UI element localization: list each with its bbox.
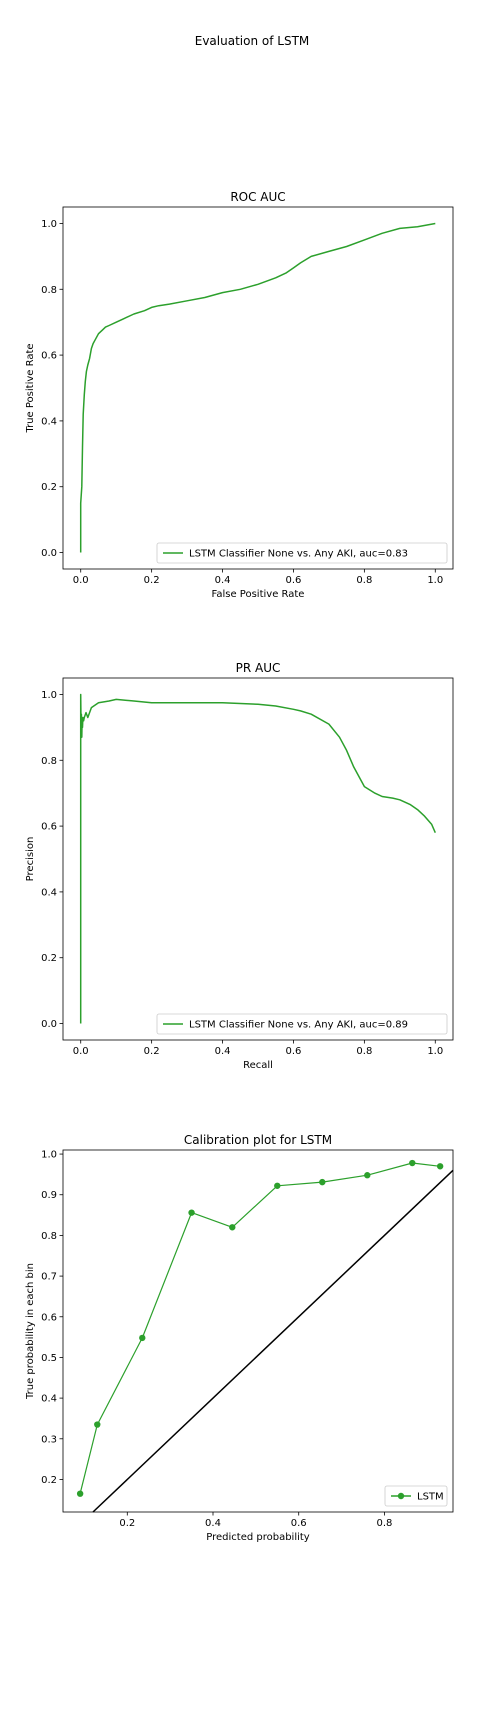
y-tick-label: 0.2 [41, 953, 57, 964]
x-tick-label: 0.6 [286, 1046, 302, 1057]
x-tick-label: 0.8 [356, 575, 372, 586]
y-tick-label: 0.9 [41, 1190, 57, 1201]
legend: LSTM Classifier None vs. Any AKI, auc=0.… [156, 1013, 448, 1035]
y-axis-label: True probability in each bin [25, 1263, 36, 1400]
x-tick-label: 1.0 [427, 1046, 443, 1057]
legend-marker [397, 1492, 405, 1500]
y-tick-label: 0.8 [41, 1231, 57, 1242]
y-tick-label: 0.4 [41, 887, 57, 898]
y-tick-label: 0.3 [41, 1434, 57, 1445]
legend: LSTM [384, 1485, 448, 1507]
calibration-plot: Calibration plot for LSTM 0.2 0.4 0.6 0.8 0.2… [25, 1133, 454, 1543]
legend-label: LSTM Classifier None vs. Any AKI, auc=0.… [189, 549, 408, 560]
data-point [94, 1421, 101, 1428]
diagonal-line [92, 1169, 454, 1513]
y-tick-label: 0.0 [41, 1019, 57, 1030]
y-tick-label: 0.5 [41, 1353, 57, 1364]
y-tick-label: 0.8 [41, 756, 57, 767]
x-tick-label: 0.8 [356, 1046, 372, 1057]
data-point [188, 1209, 195, 1216]
legend-label: LSTM Classifier None vs. Any AKI, auc=0.… [189, 1020, 408, 1031]
legend-box [156, 1013, 448, 1035]
x-tick-label: 0.0 [73, 575, 89, 586]
data-point [409, 1159, 416, 1167]
y-tick-label: 0.7 [41, 1272, 57, 1283]
data-point [364, 1172, 371, 1179]
x-tick-label: 0.6 [291, 1518, 307, 1529]
x-tick-label: 0.4 [215, 575, 231, 586]
y-tick-label: 1.0 [41, 690, 57, 701]
plot-title: ROC AUC [230, 190, 285, 204]
data-point [436, 1163, 444, 1170]
legend-box [156, 542, 448, 564]
plot-title: Calibration plot for LSTM [184, 1133, 332, 1147]
data-point [319, 1178, 326, 1186]
plot-frame [62, 1149, 454, 1513]
data-point [76, 1490, 84, 1497]
figure-suptitle: Evaluation of LSTM [195, 34, 310, 48]
x-tick-label: 0.4 [205, 1518, 221, 1529]
x-tick-label: 0.2 [144, 1046, 160, 1057]
y-tick-label: 0.8 [41, 285, 57, 296]
plot-title: PR AUC [236, 661, 281, 675]
series-line [79, 222, 436, 553]
x-tick-label: 0.8 [376, 1518, 392, 1529]
y-tick-label: 0.6 [41, 822, 57, 833]
y-tick-label: 0.2 [41, 1475, 57, 1486]
series-line [79, 693, 436, 1024]
y-tick-label: 0.4 [41, 1394, 57, 1405]
x-tick-label: 0.4 [215, 1046, 231, 1057]
legend-label: LSTM [417, 1492, 444, 1503]
pr-auc-plot: PR AUC 0.0 0.2 0.4 0.6 0.8 1.0 0.0 0.2 0.4 0.6 0.8 1… [25, 661, 454, 1071]
y-axis-label: Precision [25, 837, 36, 882]
series-line [79, 1162, 441, 1494]
plot-frame [62, 677, 454, 1041]
x-tick-label: 0.2 [119, 1518, 135, 1529]
y-tick-label: 0.0 [41, 548, 57, 559]
y-axis-label: True Positive Rate [25, 343, 36, 433]
x-axis-label: Predicted probability [206, 1532, 310, 1543]
plot-frame [62, 206, 454, 570]
data-point [229, 1224, 236, 1231]
x-tick-label: 0.0 [73, 1046, 89, 1057]
y-tick-label: 1.0 [41, 219, 57, 230]
x-tick-label: 1.0 [427, 575, 443, 586]
x-tick-label: 0.6 [286, 575, 302, 586]
data-point [274, 1182, 281, 1189]
x-axis-label: Recall [243, 1060, 273, 1071]
legend-box [384, 1485, 448, 1507]
y-tick-label: 0.6 [41, 351, 57, 362]
x-tick-label: 0.2 [144, 575, 160, 586]
y-tick-label: 0.4 [41, 416, 57, 427]
roc-auc-plot: ROC AUC 0.0 0.2 0.4 0.6 0.8 1.0 0.0 0.2 0.4 0.6 0.8… [25, 190, 454, 600]
y-tick-label: 1.0 [41, 1150, 57, 1161]
y-tick-label: 0.6 [41, 1312, 57, 1323]
data-point [139, 1334, 146, 1342]
x-axis-label: False Positive Rate [212, 589, 305, 600]
y-tick-label: 0.2 [41, 482, 57, 493]
legend: LSTM Classifier None vs. Any AKI, auc=0.… [156, 542, 448, 564]
